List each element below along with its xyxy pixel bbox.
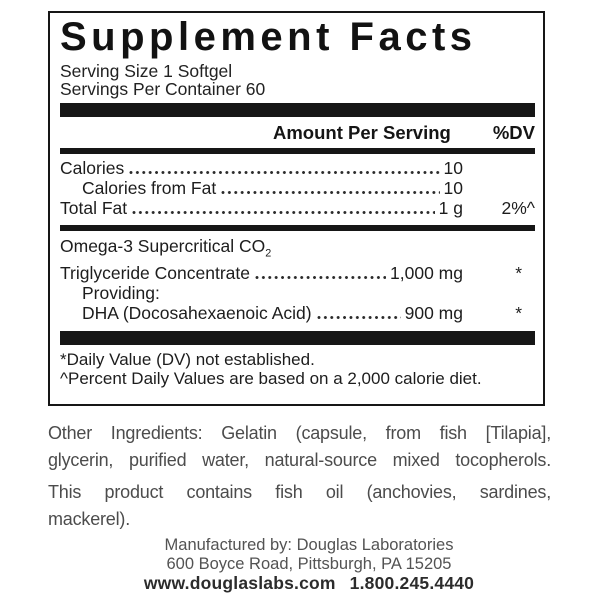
contact-line: www.douglaslabs.com 1.800.245.4440 — [18, 574, 600, 593]
nutrient-dv: 2%^ — [501, 197, 535, 218]
divider-medium-1 — [60, 147, 535, 154]
address-line: 600 Boyce Road, Pittsburgh, PA 15205 — [166, 554, 452, 573]
phone-text: 1.800.245.4440 — [349, 573, 475, 593]
nutrient-amount: 10 — [443, 157, 463, 178]
row-calories: Calories 10 — [60, 158, 535, 178]
other-ingredients-line1: Other Ingredients: Gelatin (capsule, fro… — [48, 423, 551, 443]
nutrient-amount: 1,000 mg — [390, 263, 463, 284]
website-text: www.douglaslabs.com — [143, 573, 336, 593]
footnotes: *Daily Value (DV) not established. ^Perc… — [60, 345, 535, 388]
dot-leader — [132, 209, 435, 215]
divider-medium-2 — [60, 224, 535, 231]
nutrient-amount: 10 — [443, 177, 463, 198]
nutrient-dv: * — [515, 263, 522, 284]
allergen-line1: This product contains fish oil (anchovie… — [48, 482, 551, 502]
servings-per-container: Servings Per Container 60 — [60, 78, 266, 99]
nutrient-name: Calories — [60, 157, 125, 178]
footnote-percent: ^Percent Daily Values are based on a 2,0… — [60, 368, 482, 388]
column-header-row: Amount Per Serving %DV — [60, 117, 535, 148]
footnote-dv: *Daily Value (DV) not established. — [60, 350, 315, 370]
omega-name-line1: Omega-3 Supercritical CO2 — [60, 236, 535, 264]
nutrient-amount: 1 g — [438, 197, 463, 218]
panel-title: Supplement Facts — [60, 15, 477, 59]
row-dha: DHA (Docosahexaenoic Acid) 900 mg * — [60, 303, 535, 323]
other-ingredients-line2: glycerin, purified water, natural-source… — [48, 449, 551, 470]
row-total-fat: Total Fat 1 g 2%^ — [60, 198, 535, 218]
allergen-line2: mackerel). — [48, 508, 131, 529]
providing-label: Providing: — [82, 283, 160, 304]
manufactured-by-line: Manufactured by: Douglas Laboratories — [164, 536, 454, 554]
omega-name-text: Omega-3 Supercritical CO — [60, 235, 266, 256]
manufacturer-block: Manufactured by: Douglas Laboratories 60… — [0, 536, 600, 593]
serving-size: Serving Size 1 Softgel — [60, 60, 233, 81]
supplement-facts-panel: Supplement Facts Serving Size 1 Softgel … — [48, 11, 545, 406]
nutrient-name: Triglyceride Concentrate — [60, 263, 250, 284]
dv-header: %DV — [492, 121, 535, 143]
nutrient-name: Total Fat — [60, 197, 128, 218]
nutrient-rows: Calories 10 Calories from Fat 10 Total F… — [60, 154, 535, 225]
nutrient-name: DHA (Docosahexaenoic Acid) — [82, 303, 312, 324]
row-calories-from-fat: Calories from Fat 10 — [60, 178, 535, 198]
omega-section: Omega-3 Supercritical CO2 Triglyceride C… — [60, 231, 535, 332]
other-ingredients-paragraph: Other Ingredients: Gelatin (capsule, fro… — [48, 420, 551, 473]
allergen-paragraph: This product contains fish oil (anchovie… — [48, 479, 551, 532]
nutrient-name: Calories from Fat — [82, 177, 217, 198]
dot-leader — [255, 275, 387, 281]
divider-thick-top — [60, 102, 535, 117]
dot-leader — [316, 315, 401, 321]
divider-thick-bottom — [60, 331, 535, 346]
amount-per-serving-header: Amount Per Serving — [273, 121, 451, 143]
omega-subscript: 2 — [265, 247, 272, 260]
dot-leader — [221, 189, 440, 195]
row-triglyceride: Triglyceride Concentrate 1,000 mg * — [60, 263, 535, 283]
dot-leader — [129, 169, 440, 175]
nutrient-amount: 900 mg — [404, 303, 463, 324]
nutrient-dv: * — [515, 303, 522, 324]
